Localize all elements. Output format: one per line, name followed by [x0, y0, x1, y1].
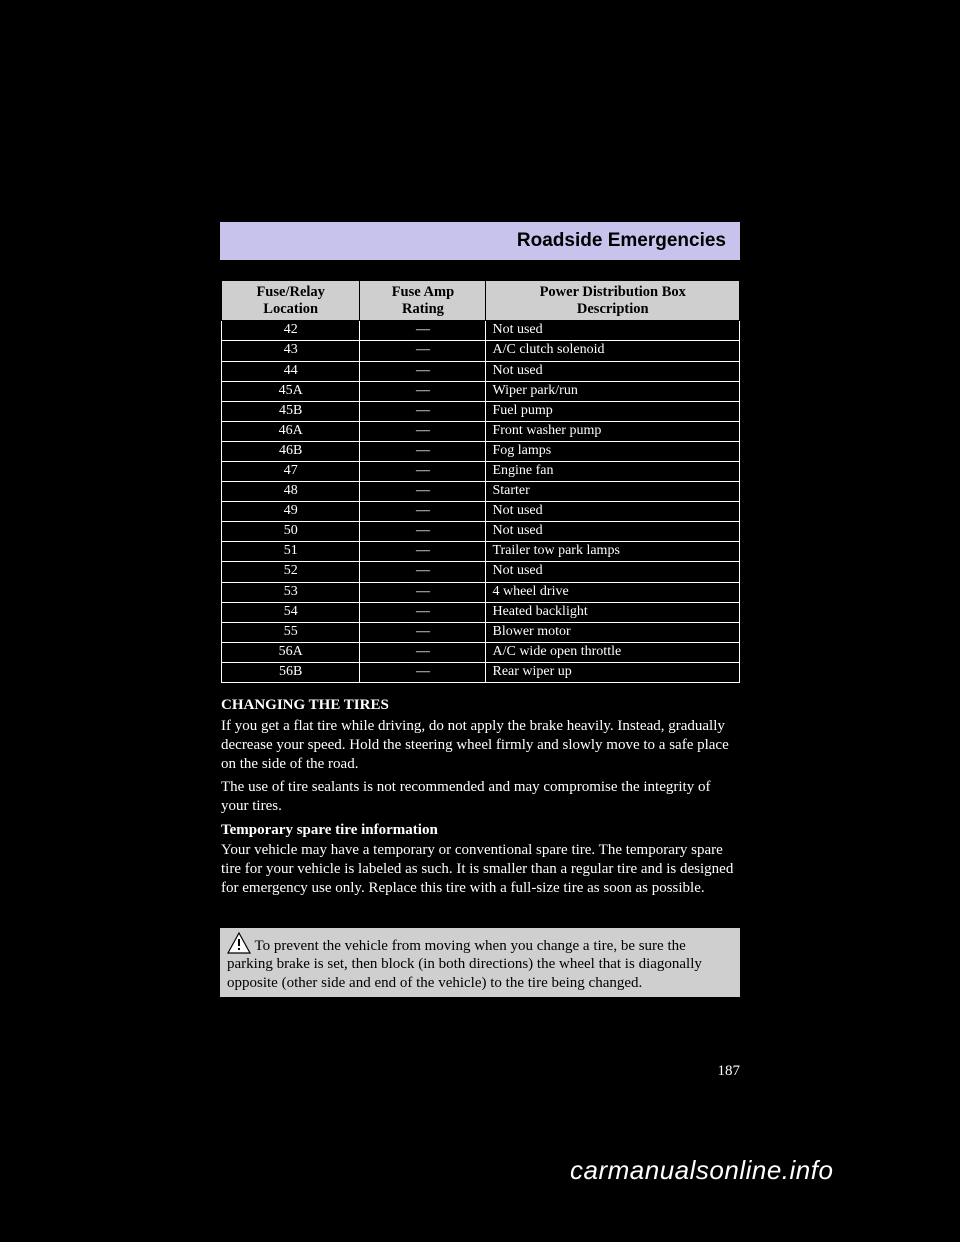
table-row: 56A—A/C wide open throttle: [222, 642, 740, 662]
cell-description: Fog lamps: [486, 441, 740, 461]
cell-location: 44: [222, 361, 360, 381]
paragraph-flat-tire: If you get a flat tire while driving, do…: [221, 717, 741, 773]
cell-description: Not used: [486, 502, 740, 522]
cell-description: Engine fan: [486, 462, 740, 482]
table-row: 43—A/C clutch solenoid: [222, 341, 740, 361]
table-row: 47—Engine fan: [222, 462, 740, 482]
cell-rating: —: [360, 341, 486, 361]
cell-rating: —: [360, 642, 486, 662]
cell-description: Not used: [486, 321, 740, 341]
cell-description: Blower motor: [486, 622, 740, 642]
table-row: 51—Trailer tow park lamps: [222, 542, 740, 562]
cell-description: Trailer tow park lamps: [486, 542, 740, 562]
table-row: 54—Heated backlight: [222, 602, 740, 622]
cell-location: 49: [222, 502, 360, 522]
cell-description: 4 wheel drive: [486, 582, 740, 602]
cell-rating: —: [360, 522, 486, 542]
col-header-rating: Fuse AmpRating: [360, 281, 486, 321]
table-row: 53—4 wheel drive: [222, 582, 740, 602]
cell-rating: —: [360, 562, 486, 582]
cell-location: 54: [222, 602, 360, 622]
cell-rating: —: [360, 602, 486, 622]
table-row: 55—Blower motor: [222, 622, 740, 642]
cell-location: 46A: [222, 421, 360, 441]
cell-description: A/C wide open throttle: [486, 642, 740, 662]
cell-description: Wiper park/run: [486, 381, 740, 401]
table-row: 46A—Front washer pump: [222, 421, 740, 441]
cell-rating: —: [360, 482, 486, 502]
cell-rating: —: [360, 462, 486, 482]
cell-description: Rear wiper up: [486, 662, 740, 682]
fuse-relay-table: Fuse/RelayLocation Fuse AmpRating Power …: [221, 280, 740, 683]
cell-rating: —: [360, 542, 486, 562]
cell-description: Not used: [486, 562, 740, 582]
table-row: 50—Not used: [222, 522, 740, 542]
table-header-row: Fuse/RelayLocation Fuse AmpRating Power …: [222, 281, 740, 321]
section-header: Roadside Emergencies: [220, 222, 740, 260]
cell-rating: —: [360, 321, 486, 341]
col-header-location: Fuse/RelayLocation: [222, 281, 360, 321]
cell-location: 51: [222, 542, 360, 562]
table-row: 45A—Wiper park/run: [222, 381, 740, 401]
cell-rating: —: [360, 361, 486, 381]
cell-description: Heated backlight: [486, 602, 740, 622]
cell-description: Front washer pump: [486, 421, 740, 441]
table-row: 46B—Fog lamps: [222, 441, 740, 461]
cell-location: 52: [222, 562, 360, 582]
cell-description: Not used: [486, 522, 740, 542]
cell-location: 45A: [222, 381, 360, 401]
cell-location: 55: [222, 622, 360, 642]
paragraph-temporary-spare: Your vehicle may have a temporary or con…: [221, 841, 741, 897]
cell-rating: —: [360, 582, 486, 602]
table-row: 49—Not used: [222, 502, 740, 522]
heading-changing-tires: CHANGING THE TIRES: [221, 697, 389, 714]
cell-location: 56A: [222, 642, 360, 662]
warning-icon: [227, 932, 251, 954]
col-header-description: Power Distribution BoxDescription: [486, 281, 740, 321]
cell-location: 46B: [222, 441, 360, 461]
table-row: 42—Not used: [222, 321, 740, 341]
table-row: 44—Not used: [222, 361, 740, 381]
cell-description: Starter: [486, 482, 740, 502]
cell-description: Not used: [486, 361, 740, 381]
table-row: 52—Not used: [222, 562, 740, 582]
cell-description: Fuel pump: [486, 401, 740, 421]
warning-text: To prevent the vehicle from moving when …: [227, 938, 702, 991]
cell-rating: —: [360, 662, 486, 682]
cell-location: 53: [222, 582, 360, 602]
cell-location: 50: [222, 522, 360, 542]
table-row: 56B—Rear wiper up: [222, 662, 740, 682]
cell-rating: —: [360, 421, 486, 441]
cell-location: 47: [222, 462, 360, 482]
warning-box: To prevent the vehicle from moving when …: [220, 928, 740, 997]
cell-rating: —: [360, 401, 486, 421]
cell-location: 45B: [222, 401, 360, 421]
table-row: 45B—Fuel pump: [222, 401, 740, 421]
cell-location: 56B: [222, 662, 360, 682]
manual-page: Roadside Emergencies Fuse/RelayLocation …: [0, 0, 960, 1242]
cell-rating: —: [360, 622, 486, 642]
cell-rating: —: [360, 441, 486, 461]
cell-description: A/C clutch solenoid: [486, 341, 740, 361]
table-row: 48—Starter: [222, 482, 740, 502]
cell-rating: —: [360, 381, 486, 401]
watermark: carmanualsonline.info: [570, 1155, 833, 1186]
cell-rating: —: [360, 502, 486, 522]
cell-location: 42: [222, 321, 360, 341]
page-number: 187: [0, 1063, 740, 1080]
cell-location: 48: [222, 482, 360, 502]
paragraph-sealant-warning: The use of tire sealants is not recommen…: [221, 778, 741, 816]
cell-location: 43: [222, 341, 360, 361]
subheading-temporary-spare: Temporary spare tire information: [221, 821, 741, 840]
